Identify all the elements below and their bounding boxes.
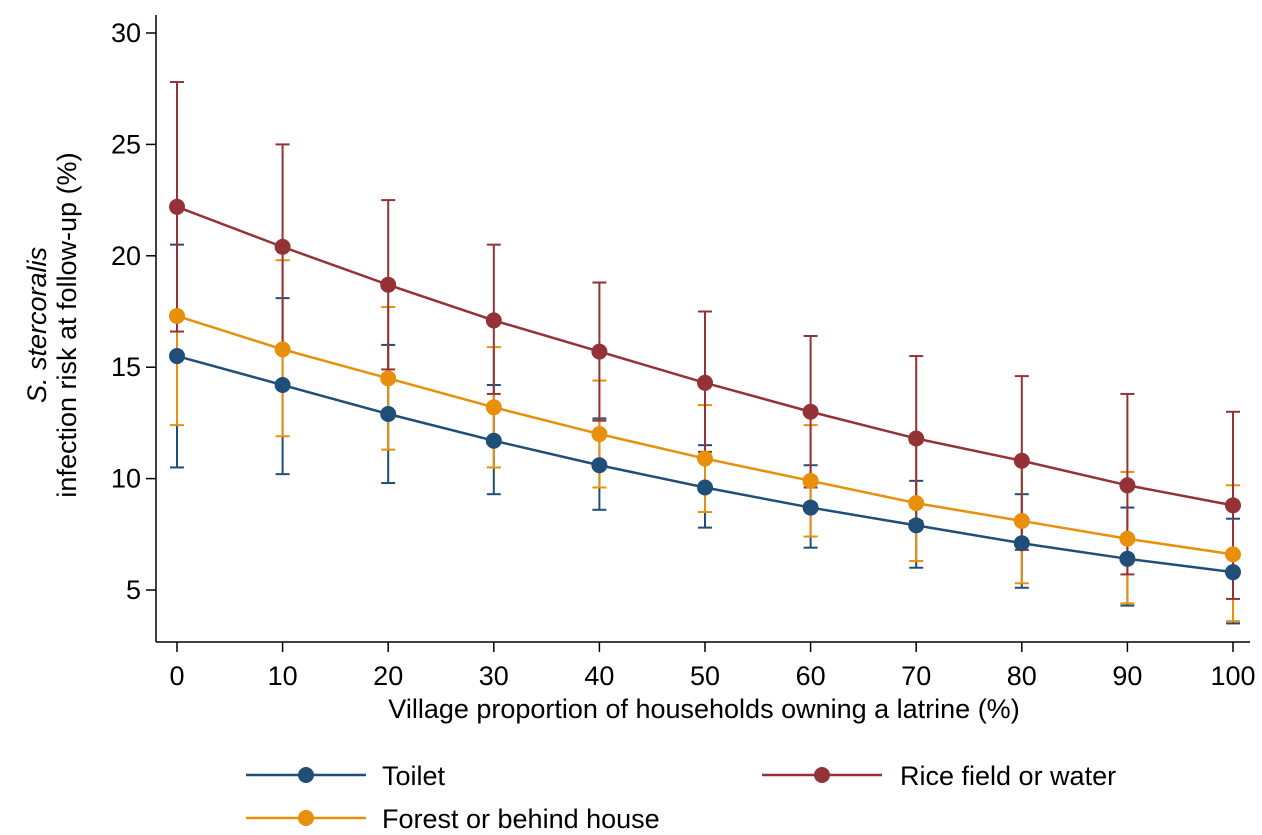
series-1 [169,198,1241,514]
x-tick-label: 70 [901,661,931,691]
legend-label: Forest or behind house [382,804,660,834]
data-point [1119,477,1136,494]
data-point [169,198,185,215]
data-point [274,341,291,358]
y-axis-title: S. stercoralis [22,247,52,403]
x-tick-label: 80 [1007,661,1037,691]
legend-item: Toilet [246,761,446,791]
y-axis-title-2: infection risk at follow-up (%) [52,152,82,497]
y-tick-label: 20 [111,241,141,271]
data-point [169,348,185,365]
x-tick-label: 100 [1210,661,1255,691]
data-point [1225,564,1241,581]
legend-marker [298,810,314,826]
data-point [697,450,713,467]
data-point [908,517,925,534]
series-layer [169,81,1241,625]
data-point [697,479,713,496]
data-point [485,399,502,416]
data-point [591,426,608,443]
data-point [274,238,291,255]
x-tick-label: 20 [373,661,403,691]
data-point [802,403,819,420]
legend-marker [298,767,314,783]
data-point [380,405,397,422]
x-tick-label: 50 [690,661,720,691]
x-tick-label: 90 [1112,661,1142,691]
series-2 [169,307,1241,563]
data-point [485,312,502,329]
data-point [591,457,608,474]
x-tick-label: 10 [268,661,298,691]
data-point [274,377,291,394]
data-point [908,495,925,512]
series-0 [169,348,1241,581]
data-point [802,472,819,489]
y-tick-label: 25 [111,129,141,159]
data-point [380,276,397,293]
data-point [697,374,713,391]
data-point [908,430,925,447]
y-tick-label: 5 [126,575,141,605]
data-point [1119,550,1136,567]
axes: 5 10 15 20 25 30 0 10 20 30 40 50 60 70 80 90 100 [111,15,1256,691]
data-point [1225,546,1241,563]
data-point [1225,497,1241,514]
data-point [802,499,819,516]
data-point [169,307,185,324]
data-point [380,370,397,387]
data-point [591,343,608,360]
y-tick-label: 15 [111,352,141,382]
x-axis-title: Village proportion of households owning … [388,694,1019,724]
legend-marker [814,767,830,783]
y-tick-label: 30 [111,18,141,48]
legend-item: Forest or behind house [246,804,660,834]
data-point [1013,512,1030,529]
x-tick-label: 60 [796,661,826,691]
legend-item: Rice field or water [762,761,1116,791]
legend-label: Toilet [382,761,446,791]
legend: Toilet Rice field or water Forest or behin… [246,761,1116,834]
data-point [1013,535,1030,552]
data-point [1013,452,1030,469]
data-point [485,432,502,449]
x-tick-label: 40 [584,661,614,691]
x-tick-label: 30 [479,661,509,691]
legend-label: Rice field or water [900,761,1116,791]
data-point [1119,530,1136,547]
x-tick-label: 0 [169,661,184,691]
y-tick-label: 10 [111,464,141,494]
